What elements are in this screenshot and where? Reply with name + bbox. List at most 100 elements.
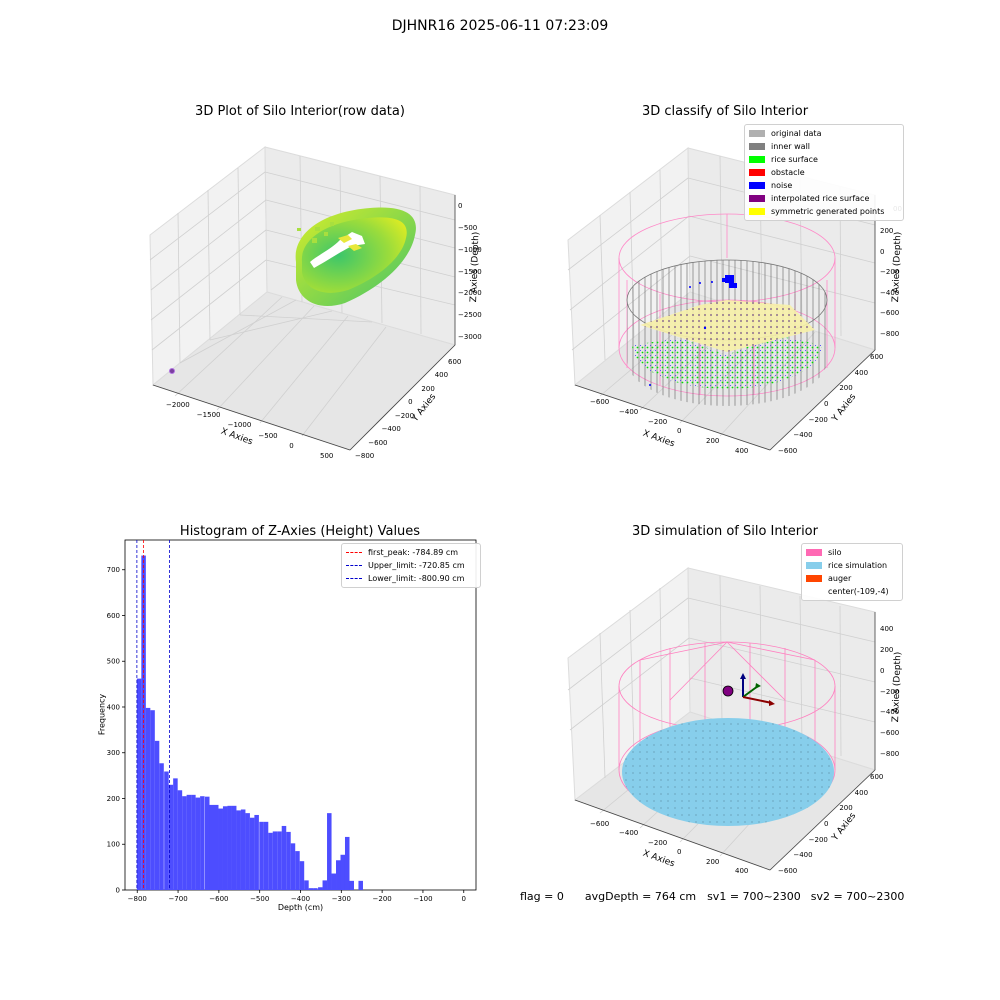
x-tick-label: −400 (619, 829, 639, 838)
histogram-bar (263, 821, 269, 890)
histogram-bar (308, 888, 314, 890)
legend-swatch (806, 562, 822, 569)
panel-histogram: −800 −700 −600 −500 −400 −300 −200 −100 0 0 100 20… (107, 539, 477, 903)
y-tick-label: −200 (808, 415, 828, 424)
histogram-bar (249, 817, 255, 890)
y-tick-label: −600 (778, 867, 798, 875)
x-tick-label: 200 (706, 437, 720, 446)
histogram-bar (254, 814, 259, 890)
x-tick-label: −100 (413, 895, 432, 903)
histogram-bar (313, 888, 318, 890)
x-tick-label: 0 (677, 848, 682, 857)
histogram-bar (177, 790, 183, 890)
histogram-bar (358, 880, 363, 890)
legend-swatch (806, 575, 822, 582)
histogram-bar (154, 740, 160, 890)
legend-swatch (749, 208, 765, 215)
panel-simulation-3d (567, 567, 876, 871)
legend-swatch (346, 578, 362, 579)
histogram-ylabel: Frequency (97, 693, 107, 736)
legend-swatch (346, 552, 362, 553)
histogram-bar (331, 873, 337, 890)
legend-item: Lower_limit: -800.90 cm (346, 572, 476, 585)
y-tick-label: 0 (824, 400, 829, 408)
x-tick-label: −400 (291, 895, 310, 903)
histogram-bar (349, 880, 354, 890)
legend-label: auger (828, 574, 852, 583)
x-tick-label: −200 (373, 895, 392, 903)
y-tick-label: 600 (870, 773, 884, 781)
histogram-bar (245, 813, 250, 890)
histogram-bar (222, 806, 228, 890)
z-tick-label: −500 (458, 223, 478, 232)
status-sv2: sv2 = 700~2300 (810, 890, 905, 903)
legend-swatch (346, 565, 362, 566)
legend-label: center(-109,-4) (828, 587, 889, 596)
legend-item: symmetric generated points (749, 205, 899, 218)
x-tick-label: −700 (168, 895, 187, 903)
legend-swatch (749, 156, 765, 163)
y-tick-label: 0 (824, 820, 829, 828)
legend-label: Upper_limit: -720.85 cm (368, 561, 465, 570)
histogram-bar (240, 809, 246, 890)
z-tick-label: 0 (880, 247, 885, 256)
y-tick-label: 200 (421, 384, 435, 393)
x-tick-label: −1500 (196, 411, 221, 420)
legend-label: noise (771, 181, 793, 190)
legend-histogram: first_peak: -784.89 cm Upper_limit: -720.… (341, 543, 481, 588)
y-tick-label: 0 (116, 887, 120, 895)
histogram-bar (281, 825, 287, 890)
legend-item: Upper_limit: -720.85 cm (346, 559, 476, 572)
legend-item: obstacle (749, 166, 899, 179)
histogram-bar (344, 836, 350, 890)
z-tick-label: −2000 (458, 289, 482, 298)
histogram-bar (340, 854, 346, 890)
legend-classify: original data inner wall rice surface obsta… (744, 124, 904, 221)
legend-item: interpolated rice surface (749, 192, 899, 205)
z-tick-label: 0 (458, 202, 463, 210)
legend-item: first_peak: -784.89 cm (346, 546, 476, 559)
panel2-title: 3D classify of Silo Interior (641, 104, 809, 119)
histogram-bar (145, 707, 151, 890)
y-tick-label: 200 (839, 804, 853, 813)
histogram-bar (318, 887, 323, 890)
z-tick-label: −800 (880, 750, 900, 758)
status-sv1: sv1 = 700~2300 (707, 890, 801, 903)
legend-item: original data (749, 127, 899, 140)
z-tick-label: −1000 (458, 245, 482, 254)
legend-simulation: silo rice simulation auger center(-109,-4) (801, 543, 903, 601)
histogram-bar (231, 805, 237, 890)
legend-swatch (749, 130, 765, 137)
histogram-bar (209, 804, 215, 890)
z-tick-label: −200 (880, 687, 900, 696)
histogram-xlabel: Depth (cm) (277, 903, 324, 912)
z-tick-label: −1500 (458, 267, 482, 276)
x-tick-label: −600 (209, 895, 228, 903)
z-tick-label: −2500 (458, 311, 482, 320)
y-tick-label: 600 (448, 358, 462, 366)
legend-label: first_peak: -784.89 cm (368, 548, 459, 557)
y-tick-label: −200 (394, 411, 415, 420)
y-tick-label: −200 (808, 835, 828, 844)
legend-label: original data (771, 129, 822, 138)
legend-swatch (806, 588, 822, 595)
z-tick-label: 0 (880, 666, 885, 675)
y-tick-label: 100 (107, 841, 120, 849)
histogram-bar (227, 805, 232, 890)
x-tick-label: −300 (332, 895, 351, 903)
legend-item: auger (806, 572, 898, 585)
x-tick-label: −500 (250, 895, 269, 903)
legend-label: obstacle (771, 168, 805, 177)
y-tick-label: 700 (107, 566, 120, 574)
legend-swatch (749, 169, 765, 176)
x-tick-label: −2000 (166, 401, 190, 409)
z-tick-label: 200 (880, 645, 894, 654)
legend-label: interpolated rice surface (771, 194, 870, 203)
figure-title: DJHNR16 2025-06-11 07:23:09 (391, 18, 609, 34)
y-tick-label: −400 (793, 851, 813, 860)
x-tick-label: −600 (590, 398, 610, 406)
legend-swatch (749, 182, 765, 189)
histogram-bar (290, 843, 296, 890)
histogram-bar (277, 831, 282, 890)
histogram-bar (286, 831, 291, 890)
